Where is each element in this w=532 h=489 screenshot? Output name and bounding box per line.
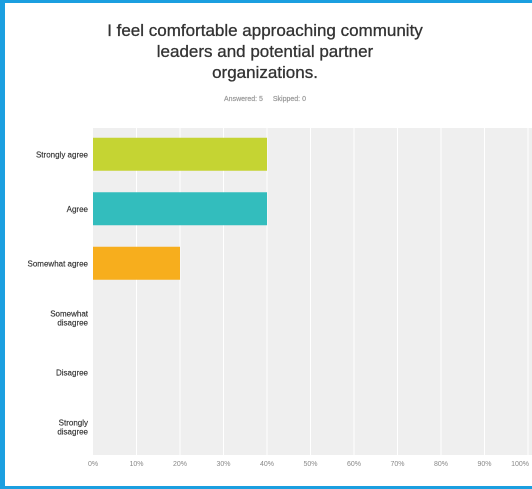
category-label: Somewhat agree <box>28 259 89 268</box>
category-label: Strongly agree <box>36 150 89 159</box>
category-label: Disagree <box>56 368 89 377</box>
category-label: Strongly <box>59 418 88 427</box>
plot-background <box>93 128 532 455</box>
x-tick-label: 60% <box>347 461 361 468</box>
x-tick-label: 80% <box>434 461 448 468</box>
x-tick-label: 10% <box>129 461 143 468</box>
skipped-count: Skipped: 0 <box>272 96 306 103</box>
x-tick-label: 70% <box>390 461 404 468</box>
response-stats: Answered: 5 Skipped: 0 <box>50 96 480 103</box>
title-line-2: leaders and potential partner <box>156 42 374 61</box>
answered-count: Answered: 5 <box>224 96 263 103</box>
category-label: disagree <box>57 318 88 327</box>
category-label: Somewhat <box>50 309 89 318</box>
x-tick-label: 50% <box>303 461 317 468</box>
title-line-3: organizations. <box>212 63 318 82</box>
category-label: Agree <box>67 205 89 214</box>
bar <box>93 137 267 171</box>
x-tick-label: 0% <box>88 461 98 468</box>
x-tick-label: 30% <box>216 461 230 468</box>
category-label: disagree <box>57 427 88 436</box>
bar <box>93 192 267 226</box>
bar <box>93 246 180 280</box>
x-tick-label: 40% <box>260 461 274 468</box>
question-title: I feel comfortable approaching community… <box>50 20 480 83</box>
title-line-1: I feel comfortable approaching community <box>107 21 423 40</box>
x-tick-label: 90% <box>477 461 491 468</box>
x-tick-label: 20% <box>173 461 187 468</box>
x-tick-label: 100% <box>511 461 529 468</box>
